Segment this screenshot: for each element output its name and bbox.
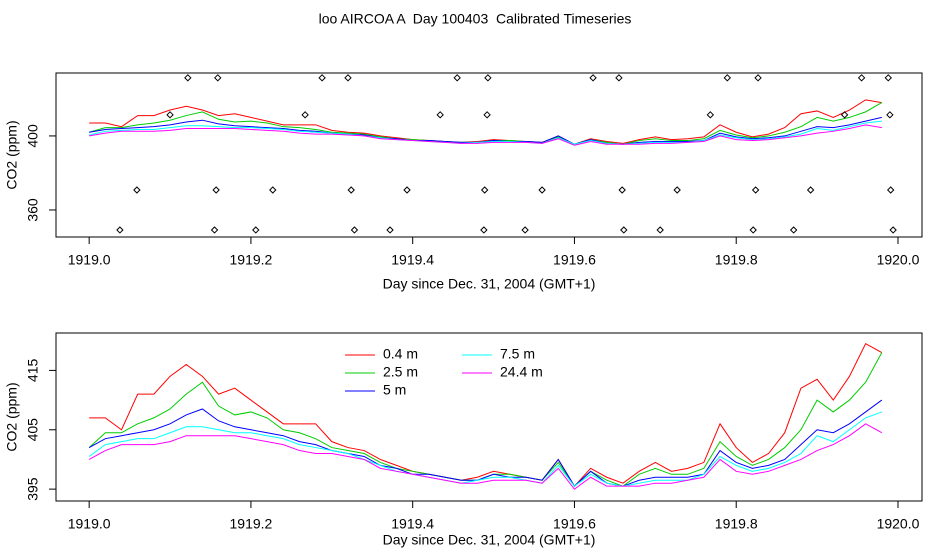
point-marker [403, 186, 411, 194]
point-marker [806, 186, 815, 194]
point-marker [453, 74, 461, 82]
point-marker [886, 111, 894, 119]
x-axis-label: Day since Dec. 31, 2004 (GMT+1) [383, 276, 596, 292]
point-marker [706, 111, 715, 119]
point-marker [214, 74, 222, 82]
x-tick-label: 1919.4 [391, 516, 434, 532]
x-tick-label: 1919.0 [68, 516, 111, 532]
series-line [89, 99, 882, 145]
legend-label: 5 m [383, 382, 406, 398]
point-marker [749, 226, 757, 234]
point-marker [589, 74, 597, 82]
point-marker [480, 186, 489, 194]
point-marker [484, 74, 492, 82]
point-marker [840, 111, 849, 119]
point-marker [886, 186, 895, 194]
point-marker [538, 186, 546, 194]
legend-label: 24.4 m [500, 364, 543, 380]
point-marker [884, 74, 892, 82]
point-marker [618, 186, 626, 194]
x-tick-label: 1920.0 [877, 252, 920, 268]
x-tick-label: 1919.2 [230, 516, 273, 532]
point-marker [889, 226, 897, 234]
point-marker [344, 74, 352, 82]
point-marker [184, 74, 192, 82]
chart-title: loo AIRCOA A Day 100403 Calibrated Times… [319, 11, 632, 27]
series-line [89, 343, 883, 487]
point-marker [751, 186, 760, 194]
x-axis-label: Day since Dec. 31, 2004 (GMT+1) [383, 532, 596, 548]
x-tick-label: 1919.2 [230, 252, 273, 268]
x-tick-label: 1919.6 [553, 516, 596, 532]
point-marker [620, 226, 628, 234]
point-marker [754, 74, 762, 82]
point-marker [480, 226, 488, 234]
series-line [89, 124, 882, 146]
x-tick-label: 1919.6 [553, 252, 596, 268]
legend-label: 2.5 m [383, 364, 418, 380]
y-tick-label: 400 [25, 124, 41, 148]
point-marker [483, 111, 491, 119]
x-tick-label: 1919.8 [715, 252, 758, 268]
point-marker [269, 186, 277, 194]
x-tick-label: 1919.4 [391, 252, 434, 268]
legend-label: 0.4 m [383, 346, 418, 362]
point-marker [210, 226, 219, 234]
y-axis-label: CO2 (ppm) [4, 382, 20, 451]
point-marker [347, 186, 355, 194]
point-marker [133, 186, 141, 194]
point-marker [789, 226, 798, 234]
point-marker [212, 186, 220, 194]
point-marker [116, 226, 124, 234]
point-marker [252, 226, 260, 234]
point-marker [350, 226, 359, 234]
y-axis-label: CO2 (ppm) [4, 120, 20, 189]
legend-label: 7.5 m [500, 346, 535, 362]
y-tick-label: 405 [25, 418, 41, 442]
point-marker [656, 226, 664, 234]
series-line [88, 411, 882, 487]
point-marker [436, 111, 444, 119]
point-marker [857, 74, 866, 82]
point-marker [673, 186, 681, 194]
point-marker [615, 74, 623, 82]
point-marker [166, 111, 174, 119]
x-tick-label: 1920.0 [877, 516, 920, 532]
series-line [89, 120, 882, 145]
point-marker [386, 226, 394, 234]
point-marker [301, 111, 309, 119]
point-marker [318, 74, 326, 82]
point-marker [723, 74, 732, 82]
y-tick-label: 360 [25, 198, 41, 222]
series-line [88, 423, 883, 490]
y-tick-label: 415 [25, 359, 41, 383]
series-line [88, 399, 883, 487]
y-tick-label: 395 [25, 477, 41, 501]
x-tick-label: 1919.0 [68, 252, 111, 268]
point-marker [521, 226, 529, 234]
x-tick-label: 1919.8 [715, 516, 758, 532]
